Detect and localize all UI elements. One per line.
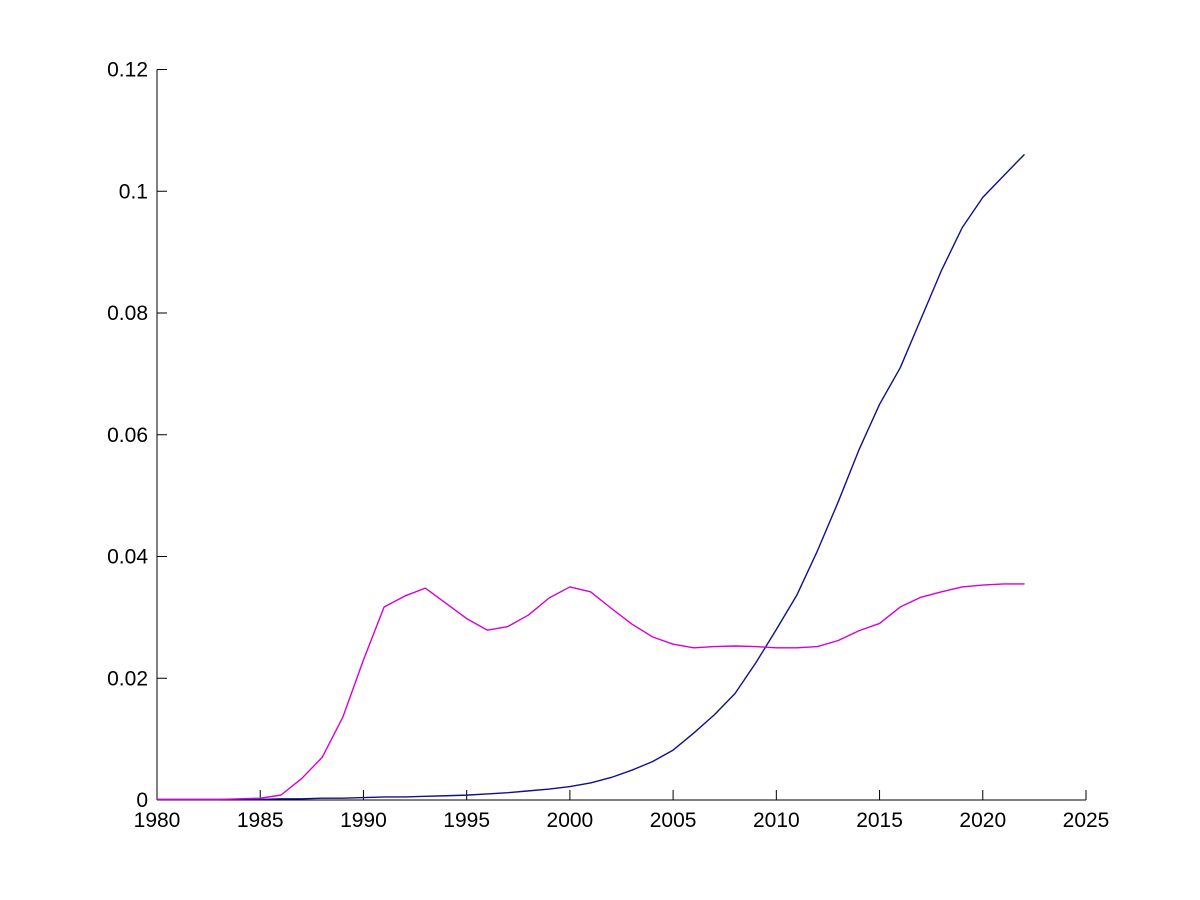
y-tick-label: 0.1 [119, 180, 148, 203]
x-tick-label: 2000 [547, 809, 594, 832]
x-tick-label: 2005 [650, 809, 697, 832]
x-tick-label: 1985 [237, 809, 284, 832]
x-tick-label: 1980 [134, 809, 181, 832]
x-tick-label: 1995 [443, 809, 490, 832]
x-tick-label: 1990 [340, 809, 387, 832]
y-tick-label: 0.06 [107, 424, 148, 447]
series-magenta-line [156, 583, 1025, 801]
x-tick-label: 2010 [753, 809, 800, 832]
y-tick-label: 0.02 [107, 667, 148, 690]
y-tick-label: 0.08 [107, 302, 148, 325]
x-tick-label: 2020 [959, 809, 1006, 832]
y-tick-label: 0 [136, 789, 148, 812]
y-tick-label: 0.12 [107, 59, 148, 82]
series-dark-blue-line [156, 154, 1025, 801]
x-tick-label: 2025 [1063, 809, 1110, 832]
x-tick-label: 2015 [856, 809, 903, 832]
y-tick-label: 0.04 [107, 546, 148, 569]
